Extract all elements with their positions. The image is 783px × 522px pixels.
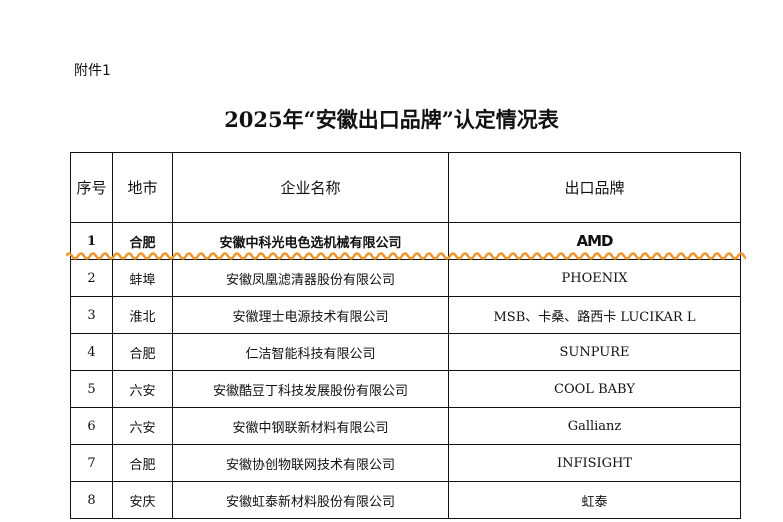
table-row: 3 淮北 安徽理士电源技术有限公司 MSB、卡桑、路西卡 LUCIKAR L <box>70 296 741 334</box>
header-city: 地市 <box>112 152 173 223</box>
row-brand: SUNPURE <box>448 333 741 371</box>
header-company: 企业名称 <box>172 152 449 223</box>
table-header: 序号 地市 企业名称 出口品牌 <box>70 152 741 223</box>
row-brand: 虹泰 <box>448 481 741 519</box>
row-number: 8 <box>70 481 113 519</box>
header-no: 序号 <box>70 152 113 223</box>
table-row: 2 蚌埠 安徽凤凰滤清器股份有限公司 PHOENIX <box>70 259 741 297</box>
row-number: 2 <box>70 259 113 297</box>
table-row: 6 六安 安徽中钢联新材料有限公司 Gallianz <box>70 407 741 445</box>
header-brand: 出口品牌 <box>448 152 741 223</box>
brand-logo: AMD <box>576 232 614 250</box>
row-brand: INFISIGHT <box>448 444 741 482</box>
row-company: 仁洁智能科技有限公司 <box>172 333 449 371</box>
row-company: 安徽协创物联网技术有限公司 <box>172 444 449 482</box>
table-row: 5 六安 安徽酷豆丁科技发展股份有限公司 COOL BABY <box>70 370 741 408</box>
row-number: 4 <box>70 333 113 371</box>
row-company: 安徽中钢联新材料有限公司 <box>172 407 449 445</box>
row-city: 蚌埠 <box>112 259 173 297</box>
row-company: 安徽理士电源技术有限公司 <box>172 296 449 334</box>
brand-table: 序号 地市 企业名称 出口品牌 1 合肥 安徽中科光电色选机械有限公司 AMD 2 蚌埠安… <box>70 152 741 519</box>
row-company: 安徽虹泰新材料股份有限公司 <box>172 481 449 519</box>
row-city: 六安 <box>112 407 173 445</box>
row-company: 安徽酷豆丁科技发展股份有限公司 <box>172 370 449 408</box>
wavy-divider <box>66 252 746 260</box>
row-brand: PHOENIX <box>448 259 741 297</box>
table-row: 7 合肥 安徽协创物联网技术有限公司 INFISIGHT <box>70 444 741 482</box>
page-title: 2025年“安徽出口品牌”认定情况表 <box>224 107 559 132</box>
row-city: 安庆 <box>112 481 173 519</box>
row-brand: Gallianz <box>448 407 741 445</box>
row-city: 合肥 <box>112 444 173 482</box>
row-company: 安徽凤凰滤清器股份有限公司 <box>172 259 449 297</box>
table-row: 4 合肥 仁洁智能科技有限公司 SUNPURE <box>70 333 741 371</box>
table-row: 8 安庆 安徽虹泰新材料股份有限公司 虹泰 <box>70 481 741 519</box>
row-number: 7 <box>70 444 113 482</box>
row-brand: MSB、卡桑、路西卡 LUCIKAR L <box>448 296 741 334</box>
row-brand: COOL BABY <box>448 370 741 408</box>
row-number: 5 <box>70 370 113 408</box>
row-city: 六安 <box>112 370 173 408</box>
row-city: 合肥 <box>112 333 173 371</box>
row-number: 6 <box>70 407 113 445</box>
row-city: 淮北 <box>112 296 173 334</box>
attachment-label: 附件1 <box>74 63 111 79</box>
row-number: 3 <box>70 296 113 334</box>
